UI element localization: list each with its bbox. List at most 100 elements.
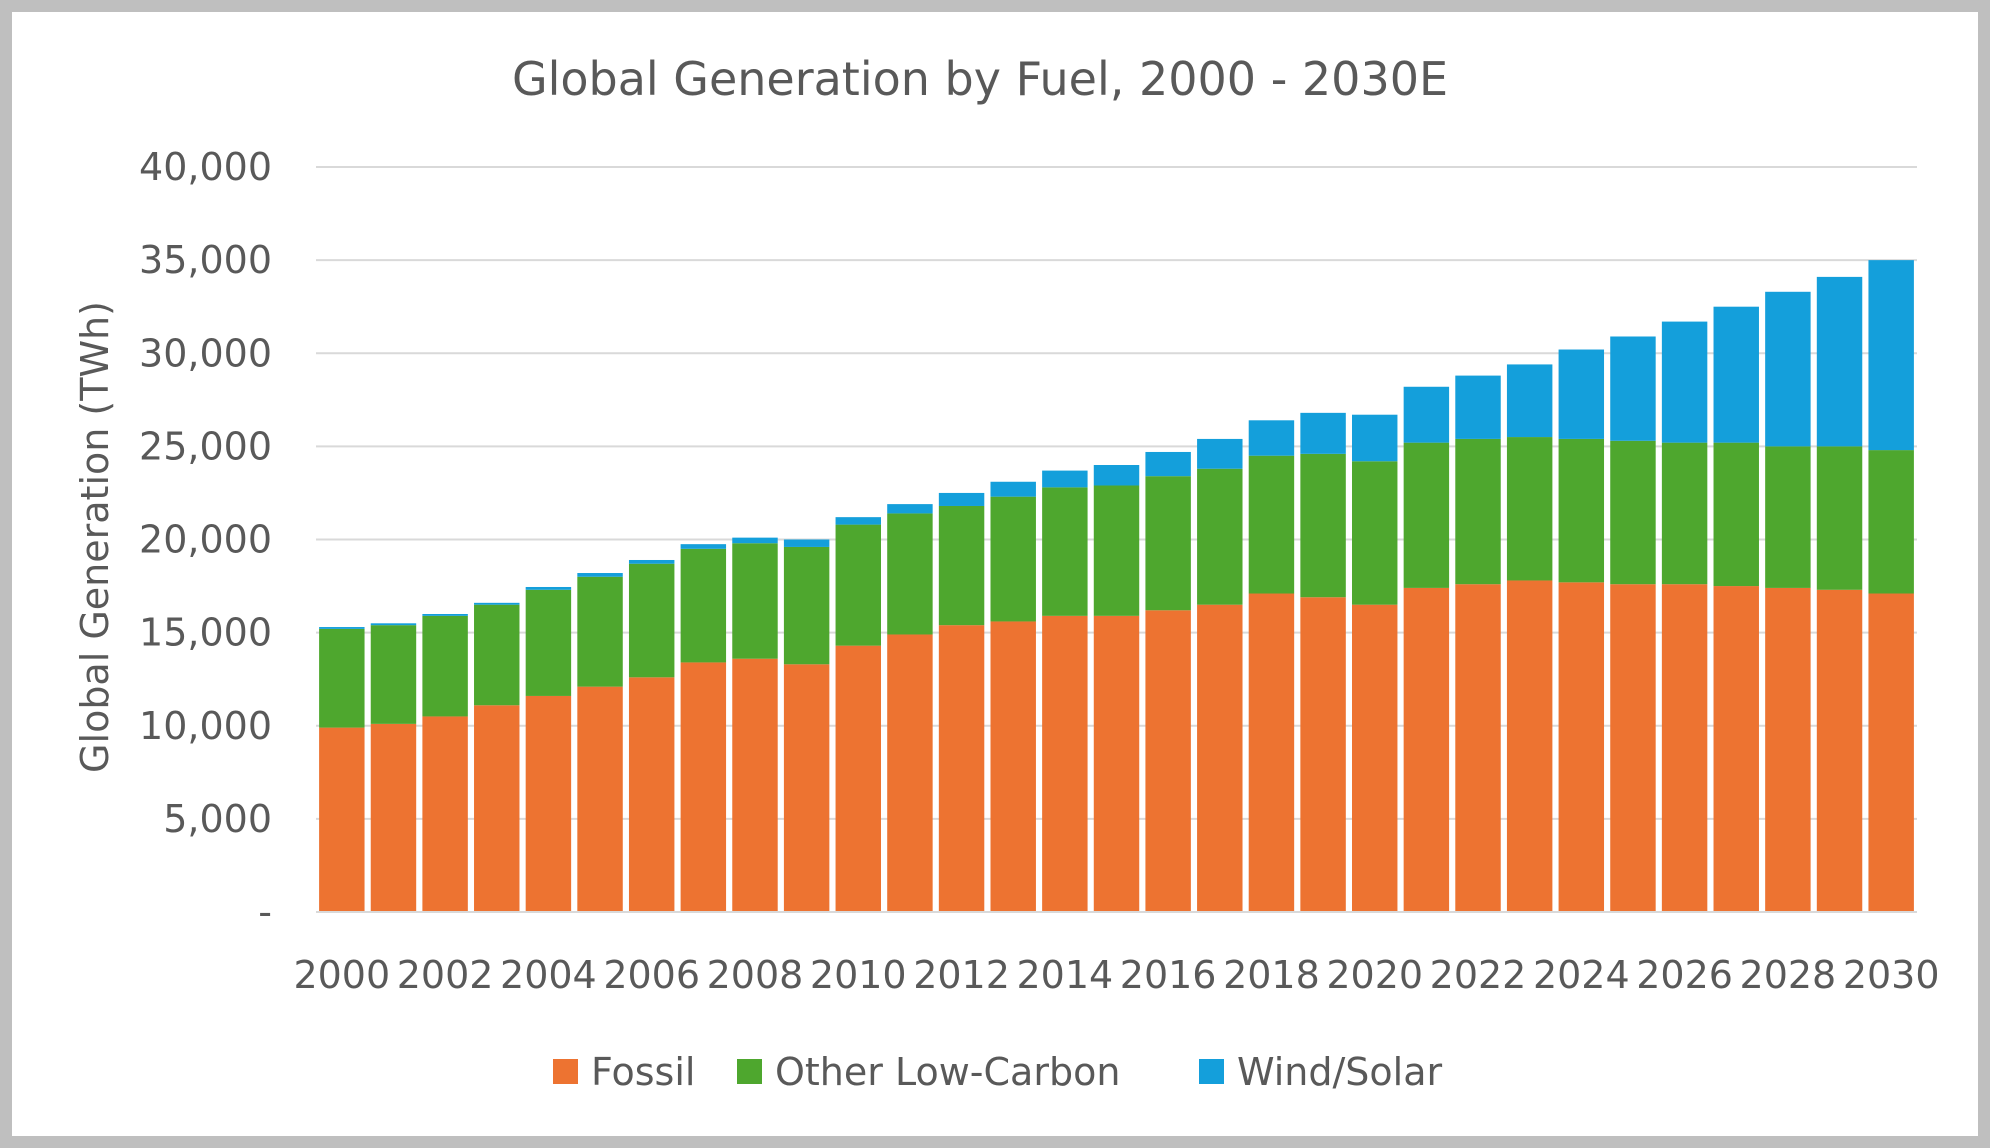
x-tick-label: 2014 <box>1016 953 1113 997</box>
y-tick-label: 30,000 <box>139 331 272 375</box>
bar-other-low-carbon-2025 <box>1610 440 1656 585</box>
x-axis-ticks: 2000 2002 2004 2006 2008 2010 2012 2014 2016 2018… <box>293 953 1939 997</box>
bar-other-low-carbon-2012 <box>938 505 985 626</box>
legend-label: Other Low-Carbon <box>775 1050 1120 1094</box>
bar-wind-solar-2022 <box>1455 375 1501 439</box>
bar-other-low-carbon-2008 <box>732 543 778 659</box>
bar-other-low-carbon-2011 <box>887 513 933 635</box>
bar-other-low-carbon-2002 <box>422 615 468 717</box>
bar-fossil-2006 <box>628 677 675 912</box>
y-tick-label: 20,000 <box>139 518 272 562</box>
bar-fossil-2007 <box>680 662 727 912</box>
bar-fossil-2030 <box>1868 593 1914 912</box>
x-tick-label: 2026 <box>1636 953 1733 997</box>
x-tick-label: 2022 <box>1430 953 1527 997</box>
bar-other-low-carbon-2014 <box>1042 487 1088 616</box>
bar-wind-solar-2030 <box>1868 260 1914 451</box>
bar-fossil-2002 <box>422 716 468 912</box>
bars <box>319 260 1914 912</box>
bar-fossil-2027 <box>1713 586 1759 912</box>
x-tick-label: 2010 <box>810 953 907 997</box>
bar-fossil-2019 <box>1300 597 1346 912</box>
bar-other-low-carbon-2009 <box>783 546 830 665</box>
x-tick-label: 2004 <box>500 953 597 997</box>
y-axis-ticks: - 5,000 10,000 15,000 20,000 25,000 30,000 35,0… <box>139 145 272 934</box>
bar-fossil-2016 <box>1145 610 1191 912</box>
bar-fossil-2009 <box>783 664 830 912</box>
bar-other-low-carbon-2016 <box>1145 476 1191 611</box>
x-tick-label: 2002 <box>397 953 494 997</box>
bar-other-low-carbon-2010 <box>835 524 881 646</box>
x-tick-label: 2006 <box>603 953 700 997</box>
bar-other-low-carbon-2022 <box>1455 438 1501 585</box>
x-tick-label: 2028 <box>1740 953 1837 997</box>
bar-fossil-2018 <box>1248 593 1295 912</box>
bar-other-low-carbon-2023 <box>1506 437 1553 581</box>
bar-wind-solar-2026 <box>1661 321 1708 443</box>
legend-swatch-other-low-carbon <box>737 1059 762 1084</box>
bar-wind-solar-2007 <box>680 544 727 549</box>
bar-fossil-2001 <box>370 723 417 912</box>
bar-wind-solar-2013 <box>990 481 1036 497</box>
bar-fossil-2020 <box>1352 604 1398 912</box>
bar-fossil-2008 <box>732 658 778 912</box>
bar-fossil-2028 <box>1765 587 1811 912</box>
bar-other-low-carbon-2015 <box>1093 485 1140 616</box>
bar-other-low-carbon-2005 <box>577 576 623 687</box>
bar-other-low-carbon-2027 <box>1713 442 1759 587</box>
bar-other-low-carbon-2019 <box>1300 453 1346 598</box>
y-tick-label: 5,000 <box>163 797 272 841</box>
bar-fossil-2017 <box>1197 604 1243 912</box>
bar-fossil-2025 <box>1610 584 1656 912</box>
bar-wind-solar-2010 <box>835 517 881 525</box>
y-tick-label: 35,000 <box>139 238 272 282</box>
bar-wind-solar-2004 <box>525 586 572 590</box>
bar-wind-solar-2006 <box>628 559 675 564</box>
bar-wind-solar-2021 <box>1403 386 1450 443</box>
bar-wind-solar-2019 <box>1300 412 1346 454</box>
bar-fossil-2021 <box>1403 587 1450 912</box>
bar-fossil-2014 <box>1042 615 1088 912</box>
bar-fossil-2005 <box>577 686 623 912</box>
bar-other-low-carbon-2018 <box>1248 455 1295 594</box>
bar-wind-solar-2024 <box>1558 349 1605 439</box>
bar-fossil-2029 <box>1816 589 1863 912</box>
legend-label: Fossil <box>591 1050 695 1094</box>
bar-wind-solar-2005 <box>577 573 623 577</box>
bar-wind-solar-2020 <box>1352 414 1398 462</box>
bar-other-low-carbon-2004 <box>525 589 572 696</box>
bar-wind-solar-2029 <box>1816 276 1863 447</box>
bar-other-low-carbon-2017 <box>1197 468 1243 605</box>
bar-other-low-carbon-2006 <box>628 563 675 678</box>
bar-other-low-carbon-2024 <box>1558 438 1605 583</box>
bar-wind-solar-2018 <box>1248 420 1295 456</box>
bar-fossil-2004 <box>525 695 572 912</box>
y-tick-label: 15,000 <box>139 611 272 655</box>
chart-title: Global Generation by Fuel, 2000 - 2030E <box>512 52 1448 106</box>
bar-other-low-carbon-2030 <box>1868 450 1914 594</box>
bar-wind-solar-2008 <box>732 537 778 544</box>
x-tick-label: 2000 <box>293 953 390 997</box>
bar-wind-solar-2015 <box>1093 465 1140 486</box>
bar-other-low-carbon-2020 <box>1352 461 1398 605</box>
bar-fossil-2011 <box>887 634 933 912</box>
legend: Fossil Other Low-Carbon Wind/Solar <box>553 1050 1443 1094</box>
bar-fossil-2010 <box>835 645 881 912</box>
bar-wind-solar-2027 <box>1713 306 1759 443</box>
legend-label: Wind/Solar <box>1237 1050 1443 1094</box>
bar-fossil-2012 <box>938 625 985 912</box>
bar-wind-solar-2025 <box>1610 336 1656 441</box>
x-tick-label: 2020 <box>1326 953 1423 997</box>
bar-wind-solar-2002 <box>422 614 468 616</box>
bar-wind-solar-2023 <box>1506 364 1553 438</box>
x-tick-label: 2018 <box>1223 953 1320 997</box>
bar-wind-solar-2016 <box>1145 451 1191 477</box>
bar-fossil-2013 <box>990 621 1036 912</box>
y-tick-label: 25,000 <box>139 424 272 468</box>
bar-wind-solar-2000 <box>319 627 365 629</box>
bar-other-low-carbon-2013 <box>990 496 1036 622</box>
legend-swatch-fossil <box>553 1059 578 1084</box>
bar-other-low-carbon-2003 <box>474 604 520 706</box>
bar-wind-solar-2017 <box>1197 438 1243 469</box>
bar-wind-solar-2001 <box>370 623 417 626</box>
